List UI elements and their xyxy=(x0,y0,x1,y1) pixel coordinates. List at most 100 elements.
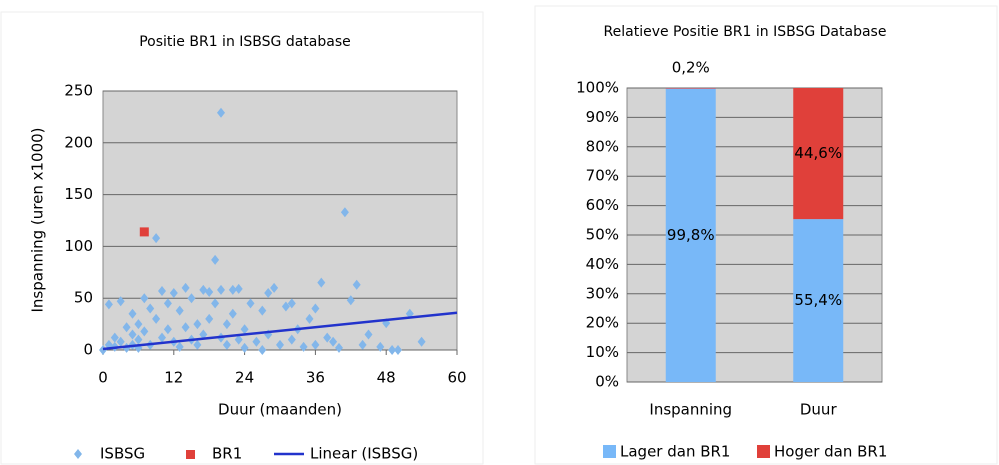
point xyxy=(217,107,225,118)
y-tick-label: 0% xyxy=(595,373,619,391)
point xyxy=(163,298,172,309)
legend-label: Linear (ISBSG) xyxy=(310,445,418,463)
point xyxy=(240,324,249,335)
x-tick-label: 0 xyxy=(98,369,108,387)
point xyxy=(158,285,166,296)
legend-label: BR1 xyxy=(212,445,242,463)
point xyxy=(187,293,196,304)
point xyxy=(352,279,361,290)
point xyxy=(340,207,349,218)
point xyxy=(128,308,137,319)
point xyxy=(417,336,426,347)
legend-swatch xyxy=(74,449,82,459)
trend-line xyxy=(102,311,458,351)
point xyxy=(193,319,202,330)
bar-segment xyxy=(665,88,716,382)
point xyxy=(228,308,237,319)
point xyxy=(335,342,343,353)
point xyxy=(134,334,143,345)
point xyxy=(222,319,231,330)
point xyxy=(152,313,161,324)
y-tick-label: 0 xyxy=(83,341,93,359)
point xyxy=(146,303,155,314)
point xyxy=(175,305,184,316)
point xyxy=(122,342,131,353)
point xyxy=(128,329,137,340)
point xyxy=(205,313,214,324)
point xyxy=(394,345,402,355)
x-tick-label: Inspanning xyxy=(649,401,732,419)
point xyxy=(317,277,326,288)
point xyxy=(311,303,320,314)
point xyxy=(116,296,125,307)
y-tick-label: 70% xyxy=(586,167,619,185)
y-axis-label: Inspanning (uren x1000) xyxy=(29,127,47,312)
y-tick-label: 150 xyxy=(64,185,93,203)
point xyxy=(246,298,255,309)
legend-swatch xyxy=(186,450,195,459)
bar-segment xyxy=(665,88,716,89)
x-tick-label: Duur xyxy=(800,401,838,419)
value-label: 0,2% xyxy=(672,59,710,77)
x-tick-label: 60 xyxy=(447,369,466,387)
point xyxy=(99,345,107,355)
y-tick-label: 50 xyxy=(74,289,93,307)
value-label: 99,8% xyxy=(667,226,715,244)
y-tick-label: 100 xyxy=(64,237,93,255)
point xyxy=(199,284,208,295)
legend-swatch xyxy=(757,445,770,458)
point xyxy=(234,283,243,294)
x-tick-label: 48 xyxy=(377,369,396,387)
chart-title: Positie BR1 in ISBSG database xyxy=(139,34,351,50)
point xyxy=(116,336,125,347)
x-tick-label: 12 xyxy=(164,369,183,387)
point xyxy=(222,339,231,350)
point xyxy=(140,326,149,337)
point xyxy=(305,313,314,324)
x-tick-label: 24 xyxy=(235,369,254,387)
point xyxy=(299,341,308,352)
y-tick-label: 100% xyxy=(576,79,619,97)
legend-label: Hoger dan BR1 xyxy=(774,443,887,461)
point xyxy=(323,332,332,343)
point xyxy=(152,233,161,244)
point xyxy=(217,284,225,295)
point xyxy=(193,339,202,350)
point xyxy=(169,288,178,299)
point xyxy=(258,345,267,355)
bar-segment xyxy=(793,88,844,220)
point xyxy=(358,339,367,350)
chart-title: Relatieve Positie BR1 in ISBSG Database xyxy=(604,24,887,40)
point xyxy=(110,332,119,343)
point xyxy=(158,332,166,343)
point xyxy=(122,322,131,333)
plot-area xyxy=(102,90,458,351)
point xyxy=(329,336,338,347)
point xyxy=(287,298,296,309)
point xyxy=(287,334,296,345)
value-label: 44,6% xyxy=(794,144,842,162)
point xyxy=(376,341,385,352)
y-tick-label: 90% xyxy=(586,108,619,126)
point xyxy=(364,329,373,340)
y-tick-label: 60% xyxy=(586,196,619,214)
point xyxy=(181,282,190,293)
y-tick-label: 200 xyxy=(64,133,93,151)
y-tick-label: 20% xyxy=(586,314,619,332)
bar-segment xyxy=(793,219,844,382)
point xyxy=(264,288,273,299)
value-label: 55,4% xyxy=(794,291,842,309)
point xyxy=(311,339,320,350)
point xyxy=(140,293,149,304)
point xyxy=(175,341,184,352)
point xyxy=(252,336,261,347)
point xyxy=(281,301,290,312)
x-axis-label: Duur (maanden) xyxy=(218,401,342,419)
point xyxy=(163,324,172,335)
y-tick-label: 250 xyxy=(64,82,93,100)
legend-label: ISBSG xyxy=(100,445,145,463)
point xyxy=(205,286,214,297)
point xyxy=(211,298,220,309)
point xyxy=(388,345,397,355)
point xyxy=(181,322,190,333)
